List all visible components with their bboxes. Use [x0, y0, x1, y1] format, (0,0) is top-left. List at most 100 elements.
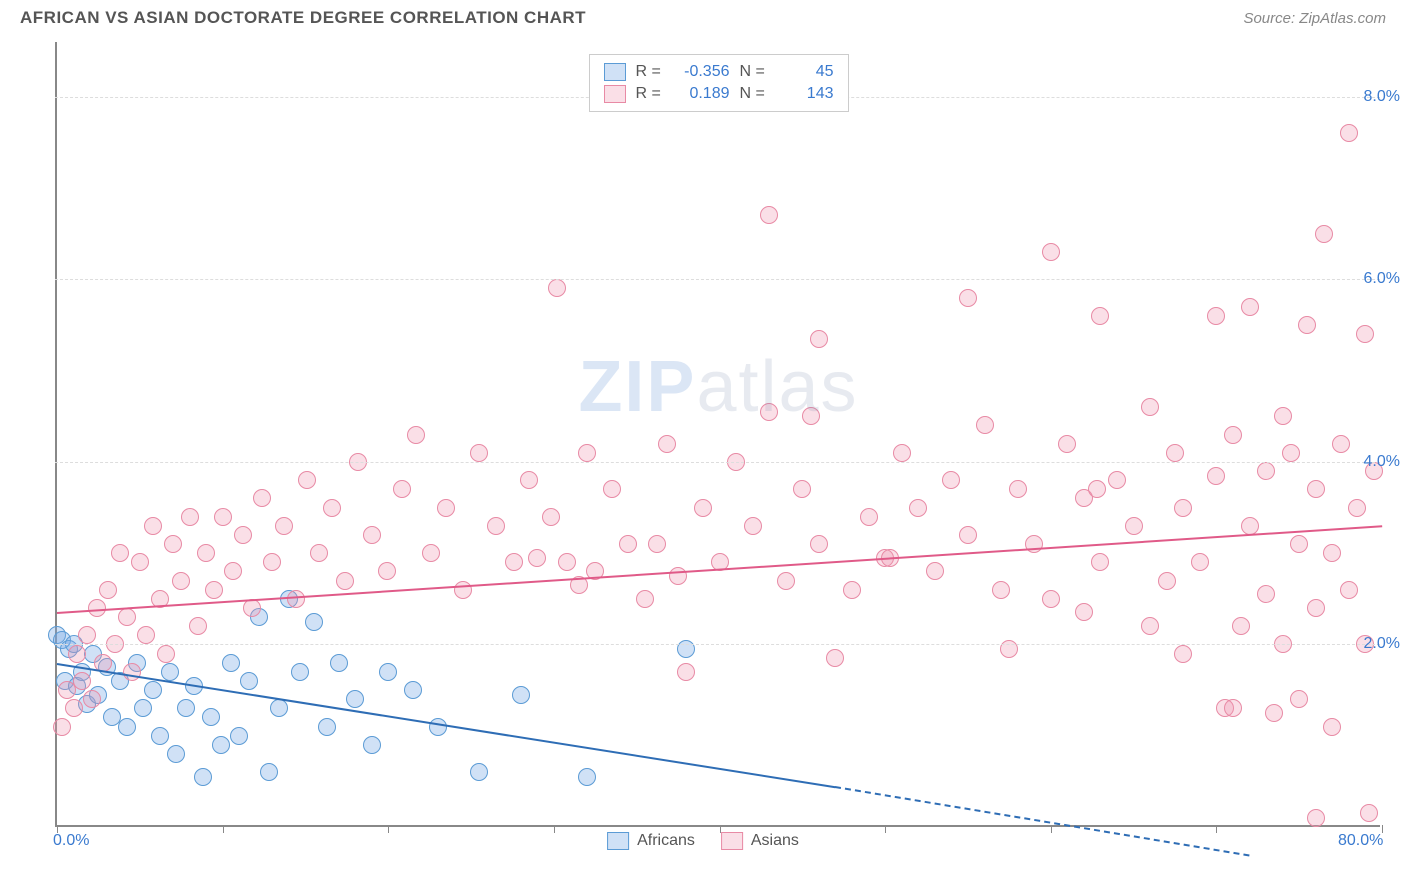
regression-line	[57, 663, 836, 788]
scatter-point	[291, 663, 309, 681]
legend-stat-label: R =	[636, 85, 668, 103]
scatter-point	[520, 471, 538, 489]
scatter-point	[151, 727, 169, 745]
scatter-point	[694, 499, 712, 517]
scatter-point	[893, 444, 911, 462]
scatter-point	[1042, 590, 1060, 608]
x-tick	[388, 825, 389, 833]
scatter-point	[578, 444, 596, 462]
x-tick	[223, 825, 224, 833]
scatter-point	[253, 489, 271, 507]
scatter-point	[202, 708, 220, 726]
scatter-point	[1125, 517, 1143, 535]
scatter-point	[1058, 435, 1076, 453]
scatter-point	[1088, 480, 1106, 498]
scatter-point	[1091, 307, 1109, 325]
scatter-point	[1207, 467, 1225, 485]
scatter-point	[194, 768, 212, 786]
scatter-point	[363, 736, 381, 754]
x-tick-label-left: 0.0%	[53, 832, 89, 850]
scatter-point	[1191, 553, 1209, 571]
x-tick	[554, 825, 555, 833]
scatter-point	[234, 526, 252, 544]
scatter-point	[157, 645, 175, 663]
scatter-point	[1009, 480, 1027, 498]
legend-item: Africans	[607, 832, 695, 850]
scatter-point	[318, 718, 336, 736]
scatter-point	[777, 572, 795, 590]
scatter-point	[909, 499, 927, 517]
scatter-point	[167, 745, 185, 763]
legend-swatch	[604, 85, 626, 103]
scatter-point	[454, 581, 472, 599]
scatter-point	[1307, 480, 1325, 498]
legend-stat-value: -0.356	[678, 63, 730, 81]
scatter-point	[636, 590, 654, 608]
scatter-point	[548, 279, 566, 297]
scatter-point	[310, 544, 328, 562]
scatter-point	[1298, 316, 1316, 334]
scatter-point	[528, 549, 546, 567]
scatter-point	[760, 206, 778, 224]
scatter-point	[603, 480, 621, 498]
scatter-point	[330, 654, 348, 672]
scatter-point	[1360, 804, 1378, 822]
scatter-point	[260, 763, 278, 781]
scatter-point	[942, 471, 960, 489]
scatter-point	[205, 581, 223, 599]
chart-header: AFRICAN VS ASIAN DOCTORATE DEGREE CORREL…	[0, 0, 1406, 32]
scatter-point	[1282, 444, 1300, 462]
x-tick-label-right: 80.0%	[1338, 832, 1383, 850]
scatter-point	[1356, 325, 1374, 343]
scatter-point	[505, 553, 523, 571]
scatter-point	[99, 581, 117, 599]
scatter-point	[1307, 809, 1325, 827]
scatter-point	[197, 544, 215, 562]
scatter-point	[677, 640, 695, 658]
scatter-point	[263, 553, 281, 571]
y-tick-label: 4.0%	[1364, 453, 1400, 471]
scatter-point	[1042, 243, 1060, 261]
scatter-point	[826, 649, 844, 667]
scatter-point	[144, 517, 162, 535]
y-tick-label: 2.0%	[1364, 635, 1400, 653]
scatter-point	[177, 699, 195, 717]
scatter-point	[1000, 640, 1018, 658]
scatter-point	[53, 718, 71, 736]
scatter-point	[648, 535, 666, 553]
scatter-point	[212, 736, 230, 754]
scatter-point	[65, 699, 83, 717]
scatter-point	[240, 672, 258, 690]
scatter-point	[429, 718, 447, 736]
legend-row: R =-0.356N =45	[604, 61, 834, 83]
x-tick	[1216, 825, 1217, 833]
scatter-point	[658, 435, 676, 453]
scatter-point	[1224, 699, 1242, 717]
legend-swatch	[604, 63, 626, 81]
scatter-point	[1274, 407, 1292, 425]
plot-area: ZIPatlas R =-0.356N =45R =0.189N =143	[55, 42, 1380, 827]
scatter-point	[1091, 553, 1109, 571]
scatter-point	[224, 562, 242, 580]
scatter-point	[379, 663, 397, 681]
scatter-point	[404, 681, 422, 699]
scatter-point	[73, 672, 91, 690]
chart-container: Doctorate Degree ZIPatlas R =-0.356N =45…	[0, 32, 1406, 882]
scatter-point	[578, 768, 596, 786]
scatter-point	[230, 727, 248, 745]
legend-swatch	[607, 832, 629, 850]
scatter-point	[1332, 435, 1350, 453]
scatter-point	[270, 699, 288, 717]
scatter-point	[137, 626, 155, 644]
scatter-point	[760, 403, 778, 421]
scatter-point	[1174, 499, 1192, 517]
chart-source: Source: ZipAtlas.com	[1243, 10, 1386, 27]
scatter-point	[1257, 585, 1275, 603]
scatter-point	[1075, 603, 1093, 621]
scatter-point	[793, 480, 811, 498]
scatter-point	[323, 499, 341, 517]
scatter-point	[134, 699, 152, 717]
legend-stat-label: R =	[636, 63, 668, 81]
scatter-point	[298, 471, 316, 489]
scatter-point	[976, 416, 994, 434]
